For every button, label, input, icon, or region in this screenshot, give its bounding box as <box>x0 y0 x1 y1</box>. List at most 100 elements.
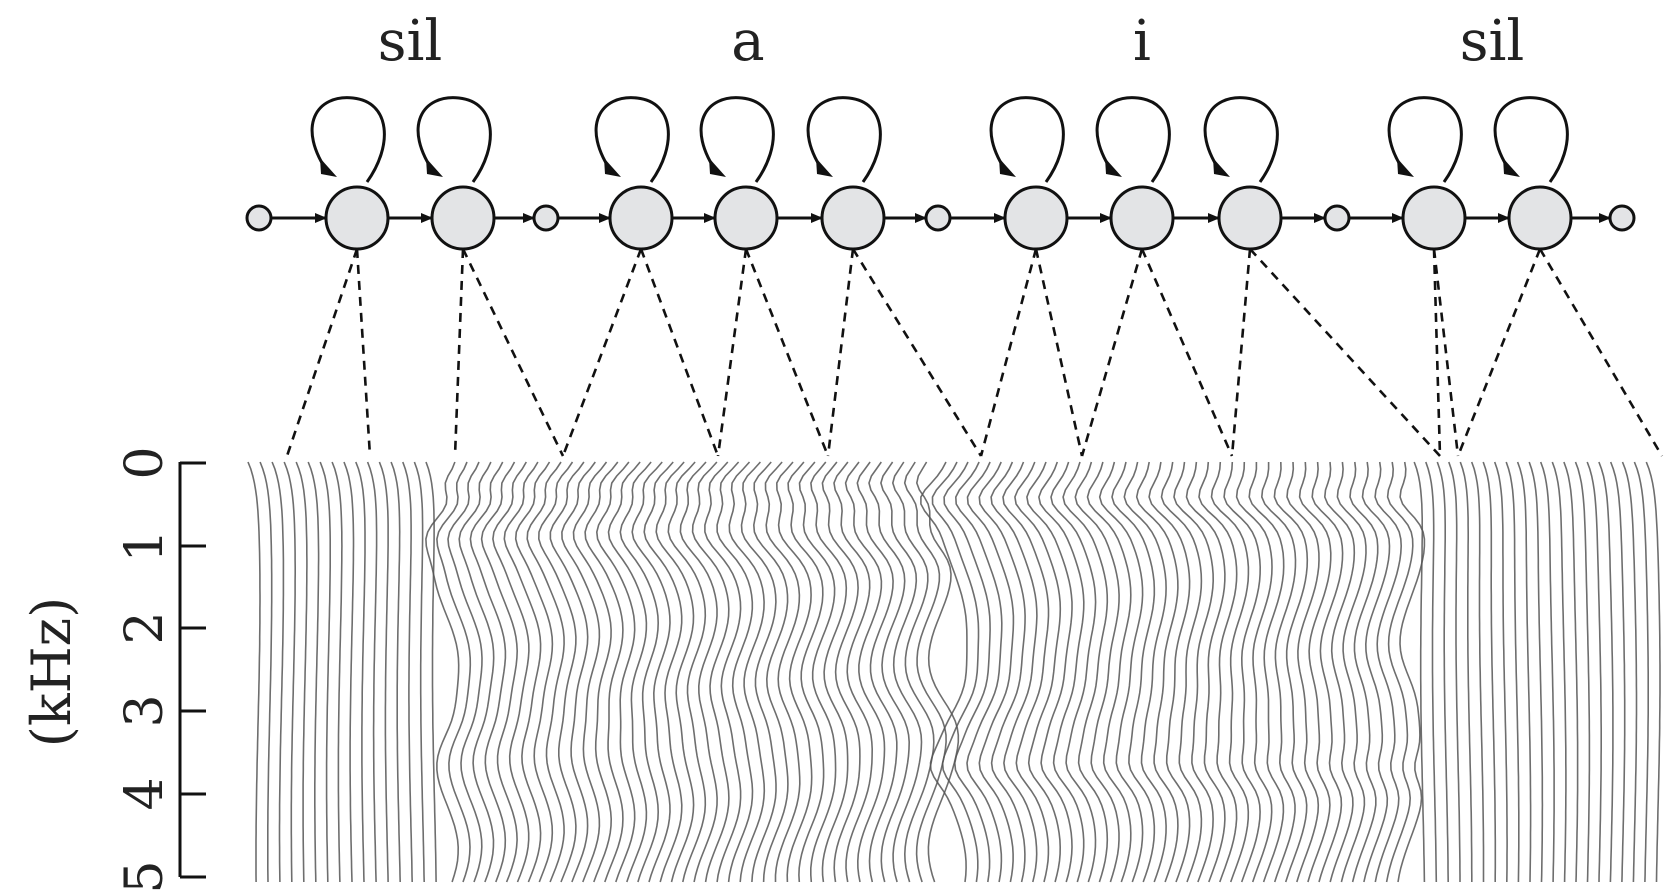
spectral-trace <box>413 461 425 883</box>
self-loop <box>310 96 386 183</box>
spectral-trace <box>1273 461 1309 883</box>
axis-tick-label: 2 <box>115 611 175 644</box>
spectral-trace <box>903 461 947 883</box>
spectral-trace <box>259 461 273 883</box>
spectral-trace <box>728 461 766 883</box>
spectral-trace <box>1413 461 1426 883</box>
self-loop-arrowhead <box>1213 158 1230 177</box>
spectral-trace <box>492 461 530 883</box>
self-loop <box>1203 96 1279 183</box>
spectral-trace <box>1505 461 1520 883</box>
spectral-trace <box>844 461 886 883</box>
spectral-trace <box>537 461 577 883</box>
emission-line <box>744 248 830 457</box>
spectral-trace <box>1586 461 1602 883</box>
emission-line <box>561 248 643 457</box>
hmm-null-node <box>1323 204 1351 232</box>
emission-line <box>355 248 372 457</box>
hmm-null-node <box>924 204 952 232</box>
spectral-trace <box>764 461 801 882</box>
spectral-trace <box>821 461 861 883</box>
spectral-trace <box>943 461 991 883</box>
emission-line <box>979 248 1038 457</box>
spectral-trace <box>1336 461 1367 883</box>
spectral-trace <box>1111 461 1156 883</box>
spectral-trace <box>1374 461 1403 883</box>
spectral-trace <box>1385 461 1414 883</box>
self-loop <box>1493 96 1569 183</box>
hmm-state <box>1003 185 1069 251</box>
spectral-trace <box>1026 461 1073 883</box>
frequency-axis: 0 1 2 3 4 5 (kHz) <box>20 446 206 893</box>
spectral-trace <box>607 461 648 883</box>
spectral-trace <box>425 461 460 883</box>
self-loop <box>806 96 882 183</box>
spectral-trace <box>469 461 507 883</box>
spectral-trace <box>1482 461 1497 882</box>
spectral-trace <box>1148 461 1191 883</box>
axis-tick-label: 1 <box>115 529 175 562</box>
spectral-trace <box>1516 461 1532 883</box>
spectral-trace <box>458 461 495 883</box>
spectral-trace <box>1448 461 1461 882</box>
spectral-trace <box>307 461 320 883</box>
spectral-trace <box>810 461 849 883</box>
self-loop <box>699 96 775 183</box>
emission-line <box>1456 248 1542 457</box>
spectral-trace <box>1470 461 1485 882</box>
emission-line <box>1034 248 1084 457</box>
hmm-state <box>430 185 496 251</box>
spectral-trace <box>833 461 874 883</box>
self-loop-arrowhead <box>1105 158 1122 177</box>
spectral-trace <box>572 461 613 883</box>
hmm-null-node <box>1608 204 1636 232</box>
spectral-trace <box>584 461 624 883</box>
spectral-trace <box>679 461 718 883</box>
spectral-trace <box>775 461 813 883</box>
spectral-trace <box>366 461 378 883</box>
spectral-trace <box>752 461 789 883</box>
axis-tick-label: 5 <box>115 860 175 893</box>
emission-line <box>1538 248 1664 457</box>
spectral-trace <box>1286 461 1320 883</box>
hmm-null-node <box>245 204 273 232</box>
spectral-trace <box>931 461 980 883</box>
spectral-trace <box>1123 461 1167 883</box>
hmm-state <box>713 185 779 251</box>
spectral-trace <box>561 461 601 883</box>
self-loop-arrowhead <box>604 158 621 177</box>
spectral-trace <box>655 461 695 883</box>
axis-tick-label: 3 <box>115 694 175 727</box>
phone-label-sil-start: sil <box>378 9 443 74</box>
emission-line <box>1249 248 1441 457</box>
self-loop-arrowhead <box>1503 158 1520 177</box>
spectral-trace <box>1598 461 1614 883</box>
spectral-trace <box>355 461 366 883</box>
hmm-state <box>1217 185 1283 251</box>
spectral-trace <box>436 461 472 883</box>
phone-label-a: a <box>731 9 764 74</box>
spectral-trace <box>1609 461 1626 883</box>
spectral-trace <box>1014 461 1062 883</box>
spectral-trace <box>1050 461 1097 883</box>
spectral-trace <box>798 461 837 883</box>
self-loop <box>1095 96 1171 183</box>
spectral-trace <box>1528 461 1544 883</box>
phone-labels: sil a i sil <box>378 9 1525 74</box>
spectral-trace <box>1135 461 1179 883</box>
hmm-state <box>1109 185 1175 251</box>
spectral-trace <box>480 461 519 883</box>
spectral-trace <box>1621 461 1638 883</box>
emission-line <box>1432 248 1460 457</box>
self-loop <box>416 96 492 183</box>
emission-line <box>851 248 983 457</box>
spectral-trace <box>868 461 911 883</box>
spectral-trace <box>619 461 660 883</box>
hmm-state-chain <box>245 96 1636 251</box>
spectral-trace <box>631 461 671 883</box>
emission-line <box>1080 248 1144 457</box>
spectral-trace <box>343 461 355 883</box>
spectral-trace <box>966 461 1015 883</box>
spectral-trace <box>1062 461 1109 883</box>
